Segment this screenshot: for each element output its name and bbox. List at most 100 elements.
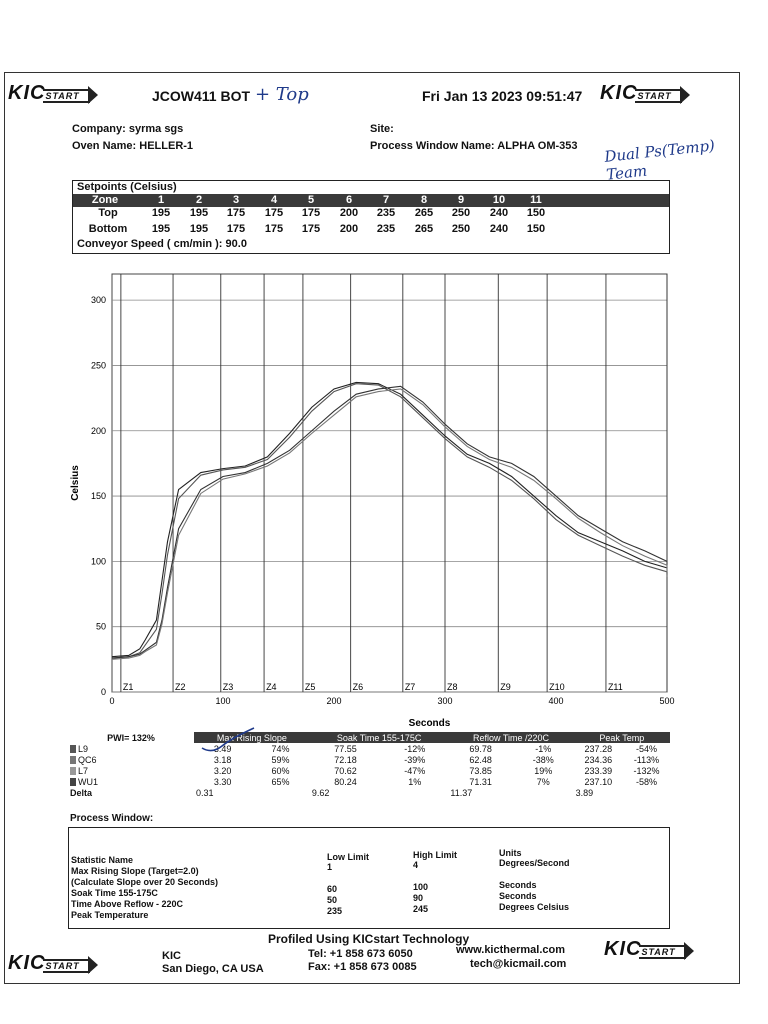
result-name: QC6 <box>68 754 194 765</box>
y-tick-label: 0 <box>101 687 106 697</box>
top-setpoint-2: 195 <box>189 207 209 219</box>
result-reflow: 69.78 <box>469 743 492 754</box>
pw-low: 1 <box>327 862 333 872</box>
top-setpoint-4: 175 <box>264 207 284 219</box>
zone-header-row: Zone 1 2 3 4 5 6 7 8 9 10 11 <box>73 194 669 207</box>
y-tick-label: 50 <box>96 622 106 632</box>
pw-high: 100 <box>413 882 429 892</box>
col-low: Low Limit <box>327 852 369 862</box>
series-swatch <box>70 767 76 776</box>
bottom-row: Bottom 195 195 175 175 175 200 235 265 250 240 150 <box>73 223 669 239</box>
result-mrs_p: 59% <box>271 754 290 765</box>
result-peak: 234.36 <box>584 754 613 765</box>
result-reflow: 71.31 <box>469 776 492 787</box>
top-setpoint-9: 250 <box>451 207 471 219</box>
col-statistic: Statistic Name <box>71 855 134 865</box>
footer-tel: Tel: +1 858 673 6050 <box>308 948 413 960</box>
process-window-box: Statistic Name Low Limit High Limit Unit… <box>68 827 670 929</box>
page-frame <box>4 72 740 984</box>
y-axis-label: Celsius <box>70 465 81 501</box>
zone-label: Z10 <box>549 682 565 692</box>
series-name: WU1 <box>78 776 98 787</box>
pwi-label: PWI= 132% <box>107 732 155 743</box>
series-line-qc6 <box>111 383 668 659</box>
bottom-setpoint-1: 195 <box>151 223 171 235</box>
zone-number-5: 5 <box>307 194 315 206</box>
pw-name: Max Rising Slope (Target=2.0) <box>71 866 199 876</box>
profiled-using: Profiled Using KICstart Technology <box>268 932 470 946</box>
result-row: L9 3.49 74% 77.55 -12% 69.78 -1% 237.28 -54% <box>68 743 670 754</box>
result-mrs_p: 65% <box>271 776 290 787</box>
series-swatch <box>70 745 76 754</box>
pw-name: Soak Time 155-175C <box>71 888 158 898</box>
result-row: WU1 3.30 65% 80.24 1% 71.31 7% 237.10 -58% <box>68 776 670 787</box>
result-soak: 77.55 <box>334 743 357 754</box>
result-peak_p: -132% <box>633 765 660 776</box>
top-setpoint-3: 175 <box>226 207 246 219</box>
zone-label: Z2 <box>175 682 186 692</box>
zone-label: Z4 <box>266 682 277 692</box>
top-setpoint-7: 235 <box>376 207 396 219</box>
pw-high: 4 <box>413 860 419 870</box>
top-setpoint-6: 200 <box>339 207 359 219</box>
footer-company: KIC <box>162 950 181 962</box>
zone-label: Z3 <box>223 682 234 692</box>
header-max-rising-slope: Max Rising Slope <box>194 732 310 743</box>
series-swatch <box>70 778 76 787</box>
zone-number-1: 1 <box>157 194 165 206</box>
top-setpoint-11: 150 <box>526 207 546 219</box>
y-tick-label: 200 <box>91 426 106 436</box>
x-tick-label: 400 <box>548 696 563 706</box>
result-row: QC6 3.18 59% 72.18 -39% 62.48 -38% 234.36 -113% <box>68 754 670 765</box>
footer-email[interactable]: tech@kicmail.com <box>470 958 567 970</box>
result-peak: 237.10 <box>584 776 613 787</box>
result-reflow_p: -1% <box>535 743 552 754</box>
job-title: JCOW411 BOT <box>152 88 251 104</box>
zone-label: Z11 <box>608 682 623 692</box>
result-peak_p: -54% <box>635 743 657 754</box>
pw-units: Seconds <box>499 891 537 901</box>
conveyor-speed: Conveyor Speed ( cm/min ): 90.0 <box>77 238 247 250</box>
result-reflow: 62.48 <box>469 754 492 765</box>
y-tick-label: 150 <box>91 491 106 501</box>
footer-city: San Diego, CA USA <box>162 963 264 975</box>
series-name: L9 <box>78 743 89 754</box>
pw-units: Degrees/Second <box>499 858 570 868</box>
delta-row: Delta 0.31 9.62 11.37 3.89 <box>68 787 670 798</box>
col-high: High Limit <box>413 850 457 860</box>
result-mrs_p: 74% <box>271 743 290 754</box>
setpoints-box: Setpoints (Celsius) Zone 1 2 3 4 5 6 7 8 9 10 11 T… <box>72 180 670 254</box>
result-peak: 237.28 <box>584 743 613 754</box>
top-setpoint-5: 175 <box>301 207 321 219</box>
x-axis-label: Seconds <box>409 718 451 729</box>
result-soak: 70.62 <box>334 765 357 776</box>
bottom-setpoint-9: 250 <box>451 223 471 235</box>
pw-name: Peak Temperature <box>71 910 149 920</box>
kic-logo-top-left: KICSTART <box>8 82 98 105</box>
y-tick-label: 100 <box>91 556 106 566</box>
delta-mrs: 0.31 <box>196 787 214 798</box>
handwritten-check-icon <box>201 727 255 752</box>
handwritten-note: + Top <box>255 84 309 105</box>
top-setpoint-10: 240 <box>489 207 509 219</box>
footer-fax: Fax: +1 858 673 0085 <box>308 961 417 973</box>
x-tick-label: 500 <box>659 696 674 706</box>
kic-logo-bottom-right: KICSTART <box>604 938 694 961</box>
top-setpoint-8: 265 <box>414 207 434 219</box>
footer-web[interactable]: www.kicthermal.com <box>456 944 566 956</box>
bottom-setpoint-4: 175 <box>264 223 284 235</box>
result-mrs: 3.49 <box>213 743 232 754</box>
pw-units: Seconds <box>499 880 537 890</box>
result-soak: 80.24 <box>334 776 357 787</box>
zone-label: Z8 <box>447 682 458 692</box>
result-peak_p: -58% <box>635 776 657 787</box>
report-datetime: Fri Jan 13 2023 09:51:47 <box>422 88 583 104</box>
plot-area <box>111 273 668 693</box>
bottom-setpoint-7: 235 <box>376 223 396 235</box>
result-reflow_p: 19% <box>534 765 553 776</box>
result-name: L9 <box>68 743 194 754</box>
pw-high: 245 <box>413 904 429 914</box>
process-window-name: Process Window Name: ALPHA OM-353 <box>370 140 578 152</box>
pw-low: 235 <box>327 906 343 916</box>
bottom-setpoint-6: 200 <box>339 223 359 235</box>
